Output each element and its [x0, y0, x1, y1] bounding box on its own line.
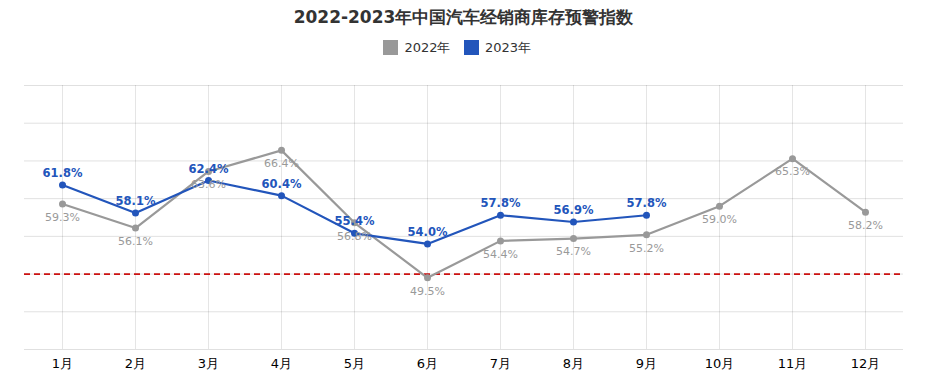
svg-text:58.1%: 58.1% — [116, 193, 156, 207]
svg-text:12月: 12月 — [851, 355, 881, 370]
svg-text:54.7%: 54.7% — [556, 245, 591, 258]
svg-text:56.9%: 56.9% — [554, 203, 594, 217]
svg-text:5月: 5月 — [344, 355, 365, 370]
svg-text:54.4%: 54.4% — [483, 247, 518, 260]
html-text:2023年: 2023年 — [485, 39, 532, 55]
svg-text:55.2%: 55.2% — [629, 241, 664, 254]
svg-text:66.4%: 66.4% — [264, 157, 299, 170]
svg-text:56.8%: 56.8% — [337, 229, 372, 242]
svg-text:1月: 1月 — [52, 355, 73, 370]
svg-text:55.4%: 55.4% — [335, 214, 375, 228]
svg-text:62.4%: 62.4% — [189, 161, 229, 175]
svg-text:9月: 9月 — [636, 355, 657, 370]
svg-text:7月: 7月 — [490, 355, 511, 370]
svg-text:65.3%: 65.3% — [775, 165, 810, 178]
svg-text:4月: 4月 — [271, 355, 292, 370]
svg-text:61.8%: 61.8% — [43, 166, 83, 180]
svg-text:63.6%: 63.6% — [191, 178, 226, 191]
svg-text:10月: 10月 — [705, 355, 735, 370]
svg-text:57.8%: 57.8% — [481, 196, 521, 210]
svg-text:57.8%: 57.8% — [627, 196, 667, 210]
svg-text:56.1%: 56.1% — [118, 234, 153, 247]
svg-text:6月: 6月 — [417, 355, 438, 370]
svg-text:54.0%: 54.0% — [408, 224, 448, 238]
svg-text:3月: 3月 — [198, 355, 219, 370]
html-text:2022-2023年中国汽车经销商库存预警指数: 2022-2023年中国汽车经销商库存预警指数 — [293, 7, 634, 27]
svg-text:58.2%: 58.2% — [848, 219, 883, 232]
svg-text:49.5%: 49.5% — [410, 284, 445, 297]
svg-text:59.3%: 59.3% — [45, 210, 80, 223]
html-text:2022年: 2022年 — [404, 39, 451, 55]
svg-text:2月: 2月 — [125, 355, 146, 370]
svg-text:59.0%: 59.0% — [702, 212, 737, 225]
svg-text:60.4%: 60.4% — [262, 176, 302, 190]
svg-text:11月: 11月 — [778, 355, 808, 370]
svg-text:8月: 8月 — [563, 355, 584, 370]
